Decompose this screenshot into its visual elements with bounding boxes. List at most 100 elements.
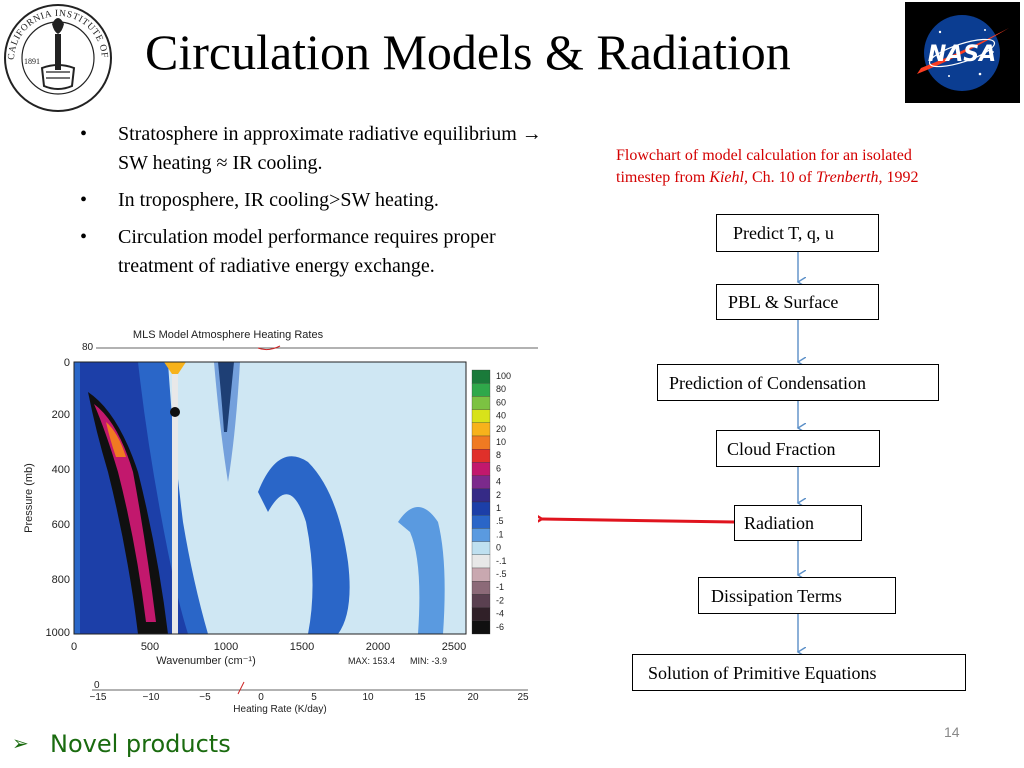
x-tick: 1000 <box>214 641 238 653</box>
colorbar-swatch <box>471 462 491 476</box>
colorbar-swatch <box>471 422 491 437</box>
colorbar-swatch <box>471 449 491 463</box>
y-tick: 1000 <box>46 627 70 639</box>
colorbar-label: 10 <box>496 437 506 447</box>
flow-step-radiation: Radiation <box>734 505 862 541</box>
max-label: MAX: 153.4 <box>348 656 395 666</box>
flow-step-predict: Predict T, q, u <box>716 214 879 252</box>
footer-arrow-icon: ➢ <box>12 731 29 755</box>
colorbar-swatch <box>471 607 491 621</box>
nasa-logo-text: NASA <box>928 42 996 67</box>
colorbar-label: -1 <box>496 582 504 592</box>
colorbar-label: 20 <box>496 424 506 434</box>
colorbar-swatch <box>471 515 491 529</box>
x2-tick: 25 <box>517 692 529 703</box>
caption-line-1: Flowchart of model calculation for an is… <box>616 147 912 164</box>
flow-step-primitive-equations: Solution of Primitive Equations <box>632 654 966 691</box>
colorbar-label: 2 <box>496 490 501 500</box>
top-axis-tick: 80 <box>82 342 94 353</box>
bullet-item: • Stratosphere in approximate radiative e… <box>80 120 550 178</box>
secondary-axis-zero: 0 <box>94 680 100 691</box>
colorbar-swatch <box>471 396 491 410</box>
bullet-text: Circulation model performance requires p… <box>118 226 496 277</box>
figure-title: MLS Model Atmosphere Heating Rates <box>133 329 324 341</box>
x2-tick: 10 <box>362 692 374 703</box>
colorbar-swatch <box>471 435 491 450</box>
nasa-logo: NASA <box>905 2 1020 103</box>
flow-step-label: Cloud Fraction <box>727 438 836 459</box>
caption-book: Trenberth <box>815 169 879 186</box>
caption-year: , 1992 <box>878 169 919 186</box>
x2-tick: −10 <box>143 692 160 703</box>
colorbar: 100 80 60 40 20 10 8 6 4 2 1 .5 .1 0 -.1 -.5 -1 -2 -4 -6 <box>471 369 511 635</box>
bullet-item: • In troposphere, IR cooling>SW heating. <box>80 186 550 215</box>
colorbar-swatch <box>471 409 491 423</box>
caption-author: Kiehl, <box>709 169 748 186</box>
bullet-marker: • <box>80 189 88 211</box>
colorbar-swatch <box>471 488 491 503</box>
colorbar-label: 100 <box>496 371 511 381</box>
flowchart-caption: Flowchart of model calculation for an is… <box>616 145 1016 189</box>
flow-step-pbl-surface: PBL & Surface <box>716 284 879 320</box>
radiation-pointer-arrow <box>542 519 735 522</box>
colorbar-label: -6 <box>496 622 504 632</box>
colorbar-swatch <box>471 383 491 397</box>
colorbar-label: -.5 <box>496 569 507 579</box>
y-tick: 800 <box>52 574 70 586</box>
flow-step-label: PBL & Surface <box>728 292 839 312</box>
y-tick: 600 <box>52 519 70 531</box>
x-tick: 2500 <box>442 641 466 653</box>
slide-title: Circulation Models & Radiation <box>145 24 791 80</box>
x-axis-label: Wavenumber (cm⁻¹) <box>156 655 256 667</box>
colorbar-label: 4 <box>496 477 501 487</box>
y-axis-label: Pressure (mb) <box>23 463 35 533</box>
colorbar-label: 8 <box>496 450 501 460</box>
flow-step-label: Prediction of Condensation <box>669 372 866 393</box>
colorbar-swatch <box>471 528 491 542</box>
y-tick: 400 <box>52 464 70 476</box>
colorbar-label: 1 <box>496 503 501 513</box>
bullet-text: In troposphere, IR cooling>SW heating. <box>118 189 439 211</box>
bullet-text: Stratosphere in approximate radiative eq… <box>118 123 542 174</box>
footer-text: Novel products <box>50 730 231 758</box>
colorbar-label: 60 <box>496 397 506 407</box>
bullet-marker: • <box>80 123 88 145</box>
colorbar-swatch <box>471 475 491 489</box>
bullet-list: • Stratosphere in approximate radiative e… <box>80 120 550 289</box>
flow-step-label: Solution of Primitive Equations <box>648 662 877 683</box>
y-tick: 200 <box>52 409 70 421</box>
colorbar-swatch <box>471 620 491 635</box>
page-number: 14 <box>944 724 960 740</box>
flow-step-label: Radiation <box>744 513 814 533</box>
x-tick: 2000 <box>366 641 390 653</box>
caption-prefix: timestep from <box>616 169 710 186</box>
bullet-item: • Circulation model performance requires … <box>80 223 550 281</box>
colorbar-swatch <box>471 567 491 582</box>
x-tick: 1500 <box>290 641 314 653</box>
colorbar-label: 6 <box>496 463 501 473</box>
x2-tick: 0 <box>258 692 264 703</box>
colorbar-swatch <box>471 541 491 555</box>
colorbar-swatch <box>471 581 491 595</box>
flow-step-label: Dissipation Terms <box>711 585 842 606</box>
colorbar-label: -4 <box>496 609 504 619</box>
x2-tick: 15 <box>414 692 426 703</box>
flow-step-cloud-fraction: Cloud Fraction <box>716 430 880 467</box>
flow-step-condensation: Prediction of Condensation <box>657 364 939 401</box>
heating-rates-figure: MLS Model Atmosphere Heating Rates 80 0 … <box>18 322 538 722</box>
y-tick: 0 <box>64 357 70 369</box>
colorbar-label: 40 <box>496 411 506 421</box>
x-tick: 0 <box>71 641 77 653</box>
colorbar-label: 0 <box>496 543 501 553</box>
colorbar-label: -2 <box>496 595 504 605</box>
colorbar-label: .5 <box>496 516 504 526</box>
x2-tick: −15 <box>90 692 107 703</box>
x2-tick: 5 <box>311 692 317 703</box>
colorbar-swatch <box>471 554 491 569</box>
x-tick: 500 <box>141 641 159 653</box>
colorbar-swatch <box>471 594 491 608</box>
colorbar-label: -.1 <box>496 556 507 566</box>
colorbar-label: 80 <box>496 384 506 394</box>
colorbar-label: .1 <box>496 529 504 539</box>
